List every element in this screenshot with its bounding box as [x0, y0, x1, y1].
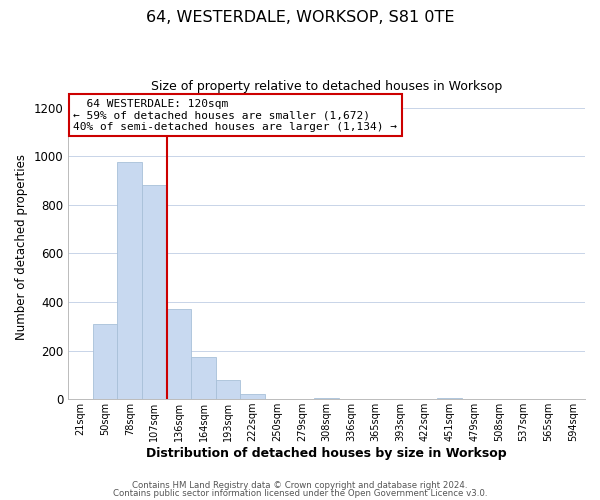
Bar	[191, 356, 216, 399]
Text: 64 WESTERDALE: 120sqm
← 59% of detached houses are smaller (1,672)
40% of semi-d: 64 WESTERDALE: 120sqm ← 59% of detached …	[73, 98, 397, 132]
Bar	[167, 310, 191, 399]
Text: 64, WESTERDALE, WORKSOP, S81 0TE: 64, WESTERDALE, WORKSOP, S81 0TE	[146, 10, 454, 25]
Bar	[241, 394, 265, 399]
Bar	[118, 162, 142, 399]
X-axis label: Distribution of detached houses by size in Worksop: Distribution of detached houses by size …	[146, 447, 507, 460]
Bar	[142, 186, 167, 399]
Title: Size of property relative to detached houses in Worksop: Size of property relative to detached ho…	[151, 80, 502, 93]
Bar	[314, 398, 339, 399]
Bar	[437, 398, 462, 399]
Bar	[216, 380, 241, 399]
Bar	[93, 324, 118, 399]
Text: Contains public sector information licensed under the Open Government Licence v3: Contains public sector information licen…	[113, 488, 487, 498]
Text: Contains HM Land Registry data © Crown copyright and database right 2024.: Contains HM Land Registry data © Crown c…	[132, 481, 468, 490]
Y-axis label: Number of detached properties: Number of detached properties	[15, 154, 28, 340]
